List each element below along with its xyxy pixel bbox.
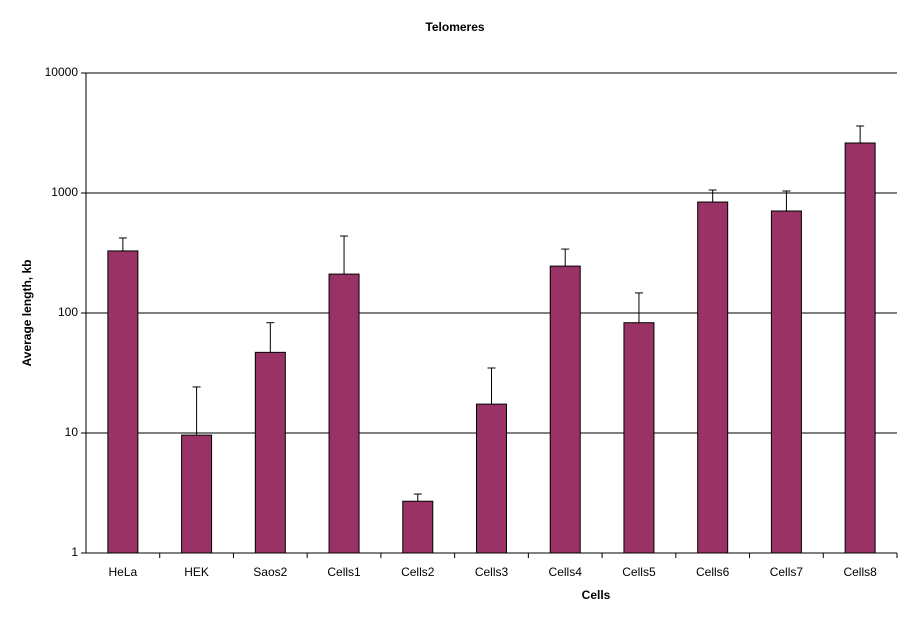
y-tick-label: 10 bbox=[65, 425, 79, 439]
y-tick-label: 100 bbox=[58, 305, 78, 319]
x-tick-label: Saos2 bbox=[253, 565, 287, 579]
x-tick-label: HEK bbox=[184, 565, 209, 579]
chart-title: Telomeres bbox=[425, 20, 484, 34]
bar bbox=[844, 142, 876, 554]
bar bbox=[402, 500, 434, 554]
x-tick-label: Cells4 bbox=[549, 565, 583, 579]
bar bbox=[181, 434, 213, 554]
bar bbox=[328, 273, 360, 554]
y-tick-label: 1 bbox=[71, 545, 78, 559]
bar bbox=[623, 322, 655, 554]
x-tick-label: Cells6 bbox=[696, 565, 730, 579]
y-tick-label: 10000 bbox=[45, 65, 79, 79]
y-tick-label: 1000 bbox=[51, 185, 78, 199]
x-tick-label: Cells5 bbox=[622, 565, 656, 579]
bar bbox=[254, 351, 286, 554]
y-axis-title: Average length, kb bbox=[20, 260, 34, 367]
x-axis-title: Cells bbox=[582, 588, 611, 602]
x-tick-label: Cells1 bbox=[327, 565, 361, 579]
x-tick-label: Cells8 bbox=[843, 565, 877, 579]
x-tick-label: HeLa bbox=[109, 565, 138, 579]
x-tick-label: Cells3 bbox=[475, 565, 509, 579]
bar bbox=[770, 210, 802, 554]
bar bbox=[697, 201, 729, 554]
x-tick-label: Cells2 bbox=[401, 565, 435, 579]
bar bbox=[549, 265, 581, 554]
bar bbox=[107, 250, 139, 554]
bar bbox=[476, 403, 507, 554]
x-tick-label: Cells7 bbox=[770, 565, 804, 579]
